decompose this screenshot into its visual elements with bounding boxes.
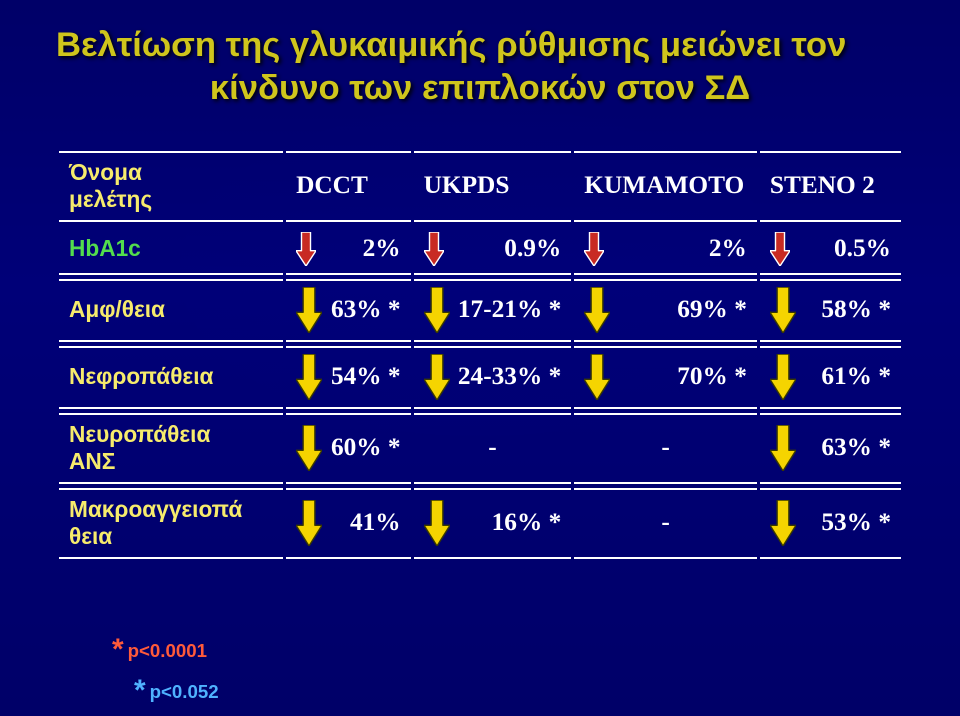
cell-value: 0.5% bbox=[796, 234, 891, 263]
hba1c-cell: 0.5% bbox=[760, 226, 901, 275]
row-label: Αμφ/θεια bbox=[59, 279, 283, 342]
outcome-cell: 53% * bbox=[760, 488, 901, 559]
title-line-2: κίνδυνο των επιπλοκών στον ΣΔ bbox=[56, 67, 904, 110]
cell-value: 70% * bbox=[616, 362, 747, 391]
down-arrow-icon bbox=[424, 232, 444, 266]
outcome-cell: - bbox=[574, 488, 757, 559]
cell-value: 58% * bbox=[802, 295, 891, 324]
outcome-cell: 17-21% * bbox=[414, 279, 572, 342]
header-rowlabel: Όνομαμελέτης bbox=[59, 151, 283, 222]
cell-value: 69% * bbox=[616, 295, 747, 324]
hba1c-cell: 2% bbox=[286, 226, 411, 275]
cell-value: 63% * bbox=[328, 295, 401, 324]
cell-value: 63% * bbox=[802, 433, 891, 462]
column-header: STENO 2 bbox=[760, 151, 901, 222]
column-header: DCCT bbox=[286, 151, 411, 222]
down-arrow-icon bbox=[584, 354, 610, 400]
down-arrow-icon bbox=[584, 287, 610, 333]
down-arrow-icon bbox=[296, 500, 322, 546]
outcome-cell: 58% * bbox=[760, 279, 901, 342]
outcome-cell: - bbox=[574, 413, 757, 484]
column-header: UKPDS bbox=[414, 151, 572, 222]
slide-root: Βελτίωση της γλυκαιμικής ρύθμισης μειώνε… bbox=[0, 0, 960, 712]
outcome-cell: 16% * bbox=[414, 488, 572, 559]
down-arrow-icon bbox=[296, 232, 316, 266]
down-arrow-icon bbox=[424, 287, 450, 333]
down-arrow-icon bbox=[770, 500, 796, 546]
cell-value: - bbox=[584, 433, 747, 462]
down-arrow-icon bbox=[770, 232, 790, 266]
outcome-cell: 69% * bbox=[574, 279, 757, 342]
column-header: KUMAMOTO bbox=[574, 151, 757, 222]
cell-value: 41% bbox=[328, 508, 401, 537]
cell-value: 54% * bbox=[328, 362, 401, 391]
down-arrow-icon bbox=[296, 425, 322, 471]
results-table: ΌνομαμελέτηςDCCTUKPDSKUMAMOTOSTENO 2 HbA1… bbox=[56, 147, 904, 563]
hba1c-cell: 0.9% bbox=[414, 226, 572, 275]
row-label: Μακροαγγειοπάθεια bbox=[59, 488, 283, 559]
outcome-cell: 63% * bbox=[760, 413, 901, 484]
cell-value: 61% * bbox=[802, 362, 891, 391]
hba1c-cell: 2% bbox=[574, 226, 757, 275]
cell-value: 24-33% * bbox=[456, 362, 562, 391]
outcome-cell: 63% * bbox=[286, 279, 411, 342]
outcome-cell: 60% * bbox=[286, 413, 411, 484]
cell-value: 2% bbox=[610, 234, 747, 263]
down-arrow-icon bbox=[770, 287, 796, 333]
down-arrow-icon bbox=[770, 354, 796, 400]
footnote-text: p<0.0001 bbox=[128, 640, 207, 661]
outcome-cell: - bbox=[414, 413, 572, 484]
down-arrow-icon bbox=[770, 425, 796, 471]
cell-value: 60% * bbox=[328, 433, 401, 462]
footnote: *p<0.0001 bbox=[112, 629, 904, 671]
down-arrow-icon bbox=[296, 354, 322, 400]
cell-value: - bbox=[584, 508, 747, 537]
hba1c-label: HbA1c bbox=[59, 226, 283, 275]
footnote: *p<0.052 bbox=[134, 670, 904, 712]
outcome-cell: 70% * bbox=[574, 346, 757, 409]
cell-value: 2% bbox=[322, 234, 401, 263]
down-arrow-icon bbox=[584, 232, 604, 266]
down-arrow-icon bbox=[424, 354, 450, 400]
row-label: ΝευροπάθειαΑΝΣ bbox=[59, 413, 283, 484]
slide-title: Βελτίωση της γλυκαιμικής ρύθμισης μειώνε… bbox=[56, 24, 904, 111]
footnotes: *p<0.0001*p<0.052 bbox=[112, 629, 904, 713]
cell-value: 0.9% bbox=[450, 234, 562, 263]
cell-value: 53% * bbox=[802, 508, 891, 537]
cell-value: 16% * bbox=[456, 508, 562, 537]
outcome-cell: 24-33% * bbox=[414, 346, 572, 409]
outcome-cell: 61% * bbox=[760, 346, 901, 409]
title-line-1: Βελτίωση της γλυκαιμικής ρύθμισης μειώνε… bbox=[56, 24, 904, 67]
row-label: Νεφροπάθεια bbox=[59, 346, 283, 409]
footnote-text: p<0.052 bbox=[150, 681, 219, 702]
cell-value: 17-21% * bbox=[456, 295, 562, 324]
outcome-cell: 54% * bbox=[286, 346, 411, 409]
down-arrow-icon bbox=[424, 500, 450, 546]
cell-value: - bbox=[424, 433, 562, 462]
down-arrow-icon bbox=[296, 287, 322, 333]
outcome-cell: 41% bbox=[286, 488, 411, 559]
